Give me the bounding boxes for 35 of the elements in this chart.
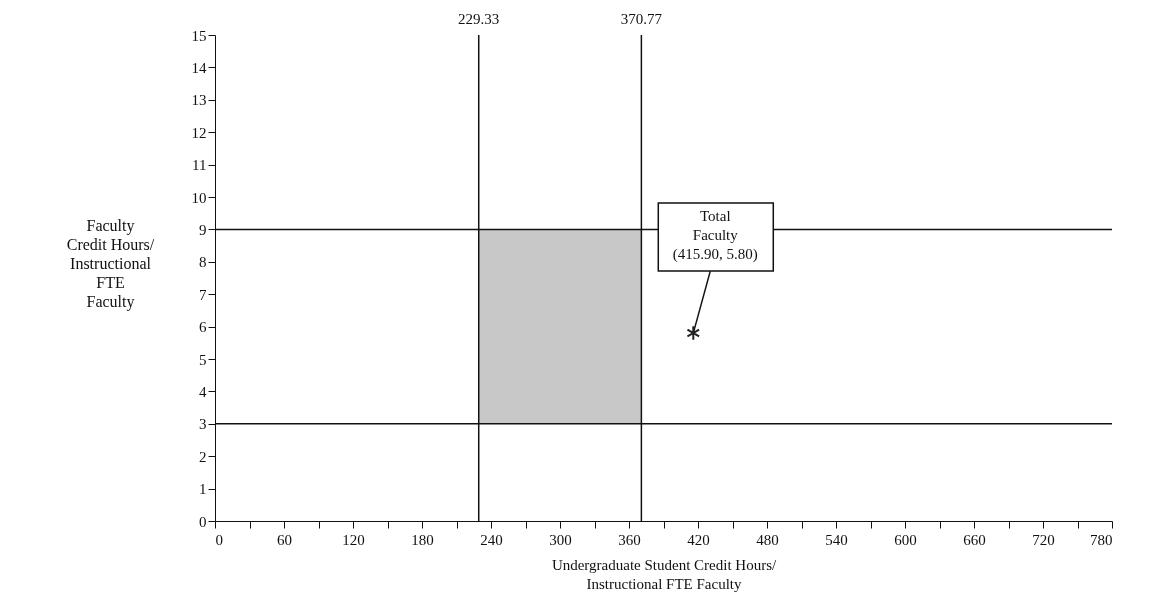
y-tick-label: 15 <box>191 27 207 44</box>
x-tick-label: 300 <box>549 531 572 548</box>
x-tick-label: 600 <box>894 531 917 548</box>
y-tick-label: 4 <box>199 383 207 400</box>
x-tick-label: 780 <box>1090 531 1113 548</box>
x-tick-label: 120 <box>342 531 365 548</box>
y-tick-label: 0 <box>199 513 207 530</box>
y-tick-label: 6 <box>199 319 207 336</box>
y-tick-label: 13 <box>191 92 207 109</box>
y-tick-label: 5 <box>199 351 207 368</box>
x-tick-label: 720 <box>1032 531 1055 548</box>
x-tick-label: 420 <box>687 531 710 548</box>
x-tick-label: 180 <box>411 531 434 548</box>
x-axis-title: Undergraduate Student Credit Hours/ Instructional FTE Faculty <box>551 556 777 592</box>
x-tick-label: 240 <box>480 531 503 548</box>
annotation: Total Faculty (415.90, 5.80) <box>672 208 758 264</box>
y-tick-label: 9 <box>199 221 207 238</box>
y-axis-title: Faculty Credit Hours/ Instructional FTE Faculty <box>66 216 155 311</box>
x-tick-label: 60 <box>277 531 292 548</box>
y-tick-label: 11 <box>192 157 207 174</box>
y-tick-label: 3 <box>199 416 207 433</box>
x-tick-label: 360 <box>618 531 641 548</box>
y-tick-label: 7 <box>199 286 207 303</box>
x-tick-label: 480 <box>756 531 779 548</box>
y-tick-label: 8 <box>199 254 207 271</box>
y-tick-label: 12 <box>191 124 207 141</box>
x-tick-label: 540 <box>825 531 848 548</box>
y-tick-label: 14 <box>191 59 207 76</box>
y-tick-label: 1 <box>199 481 207 498</box>
ref-line-label: 229.33 <box>458 11 500 27</box>
y-tick-label: 10 <box>191 189 207 206</box>
ref-line-label: 370.77 <box>620 11 663 27</box>
x-tick-label: 660 <box>963 531 986 548</box>
x-tick-label: 0 <box>215 531 223 548</box>
y-tick-label: 2 <box>199 448 207 465</box>
